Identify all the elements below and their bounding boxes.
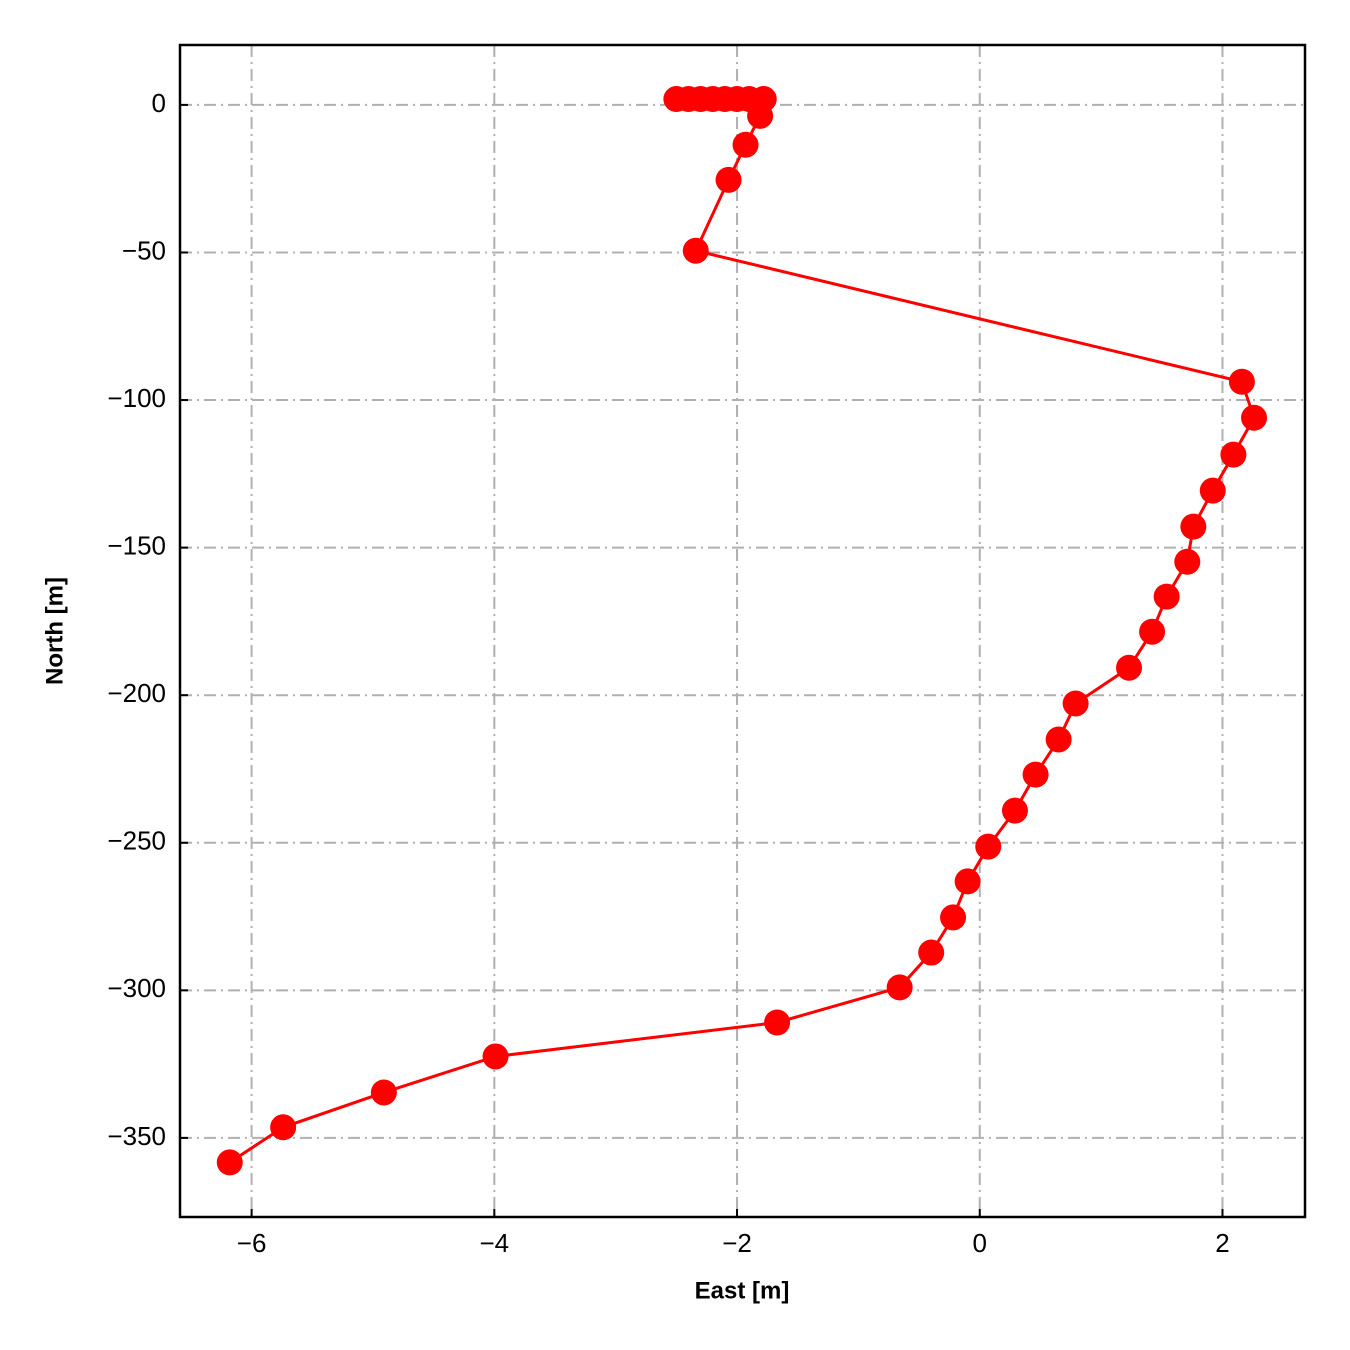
point-marker [1174, 548, 1201, 575]
point-marker [1153, 583, 1180, 610]
point-marker [216, 1149, 243, 1176]
point-marker [764, 1009, 791, 1036]
point-marker [1116, 654, 1143, 681]
point-marker [918, 939, 945, 966]
point-marker [1199, 477, 1226, 504]
series-line [228, 97, 1256, 1164]
y-tick-label: −100 [107, 383, 166, 413]
y-axis-label: North [m] [41, 577, 68, 685]
point-marker [1062, 690, 1089, 717]
point-marker [954, 868, 981, 895]
y-tick-label: 0 [152, 88, 166, 118]
point-marker [940, 904, 967, 931]
y-tick-label: −250 [107, 826, 166, 856]
point-marker [886, 974, 913, 1001]
y-tick-label: −300 [107, 973, 166, 1003]
y-tick-label: −350 [107, 1121, 166, 1151]
x-tick-label: −6 [237, 1228, 267, 1258]
y-tick-label: −50 [122, 235, 166, 265]
point-marker [270, 1114, 297, 1141]
x-axis-label: East [m] [695, 1277, 790, 1304]
point-marker [1045, 726, 1072, 753]
point-marker [747, 102, 774, 129]
x-tick-label: 2 [1215, 1228, 1229, 1258]
point-marker [1180, 513, 1207, 540]
plot-frame [178, 43, 1307, 1219]
point-marker [1001, 797, 1028, 824]
point-marker [732, 131, 759, 158]
point-marker [715, 166, 742, 193]
point-marker [370, 1079, 397, 1106]
point-marker [1022, 761, 1049, 788]
point-marker [1220, 441, 1247, 468]
y-tick-label: −150 [107, 530, 166, 560]
point-marker [1139, 618, 1166, 645]
point-marker [682, 237, 709, 264]
x-tick-label: −2 [722, 1228, 752, 1258]
point-marker [975, 833, 1002, 860]
x-tick-label: −4 [479, 1228, 509, 1258]
y-tick-label: −200 [107, 678, 166, 708]
x-tick-label: 0 [973, 1228, 987, 1258]
point-marker [1241, 404, 1268, 431]
point-marker [482, 1043, 509, 1070]
point-marker [1228, 368, 1255, 395]
